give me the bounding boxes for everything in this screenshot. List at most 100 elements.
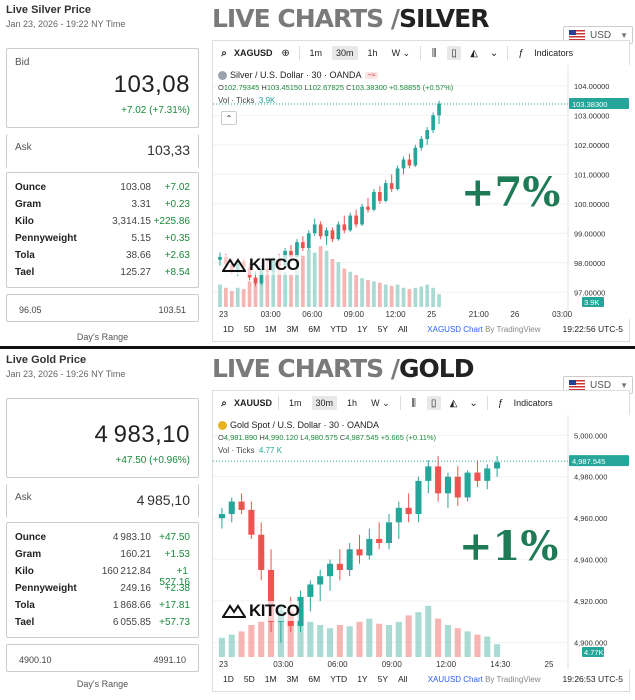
y-tick-label: 97.00000: [574, 288, 605, 297]
x-tick-label: 03:00: [273, 660, 294, 669]
price-chart[interactable]: 104.00000 103.00000 102.00000 101.00000 100.…: [213, 65, 631, 319]
us-flag-icon: [569, 30, 585, 40]
bid-change: +47.50 (+0.96%): [115, 455, 191, 466]
collapse-legend-button[interactable]: ⌃: [221, 111, 237, 125]
candle-body: [336, 563, 343, 570]
candlestick-icon[interactable]: ▯: [447, 46, 462, 60]
x-tick-label: 25: [427, 310, 436, 319]
range-1y[interactable]: 1Y: [357, 674, 368, 684]
range-3m[interactable]: 3M: [286, 324, 299, 334]
range-1m[interactable]: 1M: [264, 324, 277, 334]
candle-body: [228, 501, 235, 515]
candlestick-icon[interactable]: ▯: [426, 396, 441, 410]
candle-body: [306, 233, 311, 249]
interval-1h[interactable]: 1h: [347, 398, 358, 408]
volume-bar: [401, 287, 406, 307]
volume-bar: [336, 262, 341, 307]
volume-bar: [324, 250, 329, 307]
bar-chart-icon[interactable]: ⫼: [431, 47, 437, 59]
volume-bar: [377, 282, 382, 307]
unit-row: Tael 6 055.85 +57.73: [15, 617, 190, 631]
range-5y[interactable]: 5Y: [377, 324, 388, 334]
range-5d[interactable]: 5D: [243, 324, 255, 334]
range-all[interactable]: All: [398, 324, 408, 334]
indicators-icon[interactable]: ƒ: [497, 397, 504, 409]
candle-body: [218, 514, 225, 519]
interval-30m[interactable]: 30m: [311, 396, 338, 410]
volume-bar: [444, 625, 451, 657]
volume-label: Vol · Ticks: [218, 446, 255, 455]
chevron-down-icon[interactable]: ⌄: [469, 397, 478, 409]
range-1m[interactable]: 1M: [264, 674, 277, 684]
range-ytd[interactable]: YTD: [330, 324, 348, 334]
volume-bar: [464, 631, 471, 657]
silver-price-card: Live Silver Price Jan 23, 2026 - 19:22 N…: [6, 4, 206, 29]
volume-bar: [407, 289, 412, 307]
bar-chart-icon[interactable]: ⫼: [411, 397, 416, 409]
interval-menu[interactable]: W ⌄: [388, 46, 415, 61]
range-5d[interactable]: 5D: [243, 674, 255, 684]
chevron-down-icon[interactable]: ⌄: [489, 47, 499, 59]
volume-bar: [431, 287, 435, 307]
unit-name: Gram: [15, 549, 42, 560]
y-tick-label: 104.00000: [574, 82, 609, 91]
range-low: 96.05: [19, 305, 42, 315]
add-compare-icon[interactable]: ⊕: [281, 47, 290, 59]
ask-price: 4 985,10: [136, 492, 190, 508]
range-ytd[interactable]: YTD: [330, 674, 348, 684]
volume-bar: [312, 252, 317, 307]
volume-bar: [346, 626, 353, 657]
interval-1m[interactable]: 1m: [309, 48, 323, 58]
symbol-search[interactable]: ⌕ XAUUSD: [217, 396, 272, 410]
range-5y[interactable]: 5Y: [377, 674, 388, 684]
volume-bar: [389, 285, 394, 307]
ask-box: Ask 4 985,10: [6, 484, 199, 518]
candle-body: [248, 509, 255, 535]
candle-body: [464, 472, 471, 498]
tradingview-link[interactable]: XAGUSD Chart By TradingView: [427, 325, 540, 334]
candle-body: [218, 256, 222, 260]
unit-change: +225.86: [153, 216, 190, 227]
indicators-button[interactable]: Indicators: [534, 48, 574, 58]
indicators-button[interactable]: Indicators: [513, 398, 553, 408]
gold-panel: Live Gold Price Jan 23, 2026 - 19:26 NY …: [0, 350, 635, 695]
interval-1h[interactable]: 1h: [367, 48, 378, 58]
candle-body: [330, 230, 335, 240]
volume-bar: [318, 246, 323, 307]
unit-price: 4 983.10: [112, 532, 151, 543]
range-1d[interactable]: 1D: [223, 324, 234, 334]
candle-body: [383, 183, 388, 201]
legend-name: Gold Spot / U.S. Dollar · 30 · OANDA: [230, 420, 380, 430]
price-card-date: Jan 23, 2026 - 19:26 NY Time: [6, 369, 126, 379]
interval-1m[interactable]: 1m: [289, 398, 302, 408]
percent-overlay: +7%: [461, 169, 561, 216]
currency-value: USD: [590, 379, 612, 391]
candle-body: [297, 596, 304, 626]
header-metal: SILVER: [399, 4, 489, 33]
range-3m[interactable]: 3M: [286, 674, 299, 684]
symbol-search[interactable]: ⌕ XAGUSD: [217, 46, 272, 60]
volume-bar: [494, 644, 501, 657]
area-chart-icon[interactable]: ◭: [470, 47, 478, 59]
bid-box: 4 983,10 +47.50 (+0.96%): [6, 398, 199, 478]
tradingview-link[interactable]: XAUUSD Chart By TradingView: [428, 675, 541, 684]
range-all[interactable]: All: [398, 674, 408, 684]
range-1d[interactable]: 1D: [223, 674, 234, 684]
range-1y[interactable]: 1Y: [357, 324, 368, 334]
unit-change: +0.35: [164, 233, 190, 244]
range-6m[interactable]: 6M: [308, 324, 321, 334]
volume-legend: Vol · Ticks 4.77 K: [218, 446, 282, 455]
volume-label: Vol · Ticks: [218, 96, 255, 105]
interval-30m[interactable]: 30m: [332, 46, 358, 60]
area-chart-icon[interactable]: ◭: [449, 397, 458, 409]
candle-body: [318, 224, 323, 237]
unit-name: Kilo: [15, 566, 34, 577]
price-chart[interactable]: 5,000.000 4,980.000 4,960.000 4,940.000 4,92…: [213, 415, 631, 669]
interval-menu[interactable]: W ⌄: [367, 396, 394, 411]
volume-bar: [395, 621, 402, 657]
chevron-down-icon: ▼: [620, 380, 628, 390]
bid-change: +7.02 (+7.31%): [121, 105, 190, 116]
indicators-icon[interactable]: ƒ: [518, 47, 524, 59]
range-6m[interactable]: 6M: [308, 674, 321, 684]
candle-body: [395, 168, 400, 190]
